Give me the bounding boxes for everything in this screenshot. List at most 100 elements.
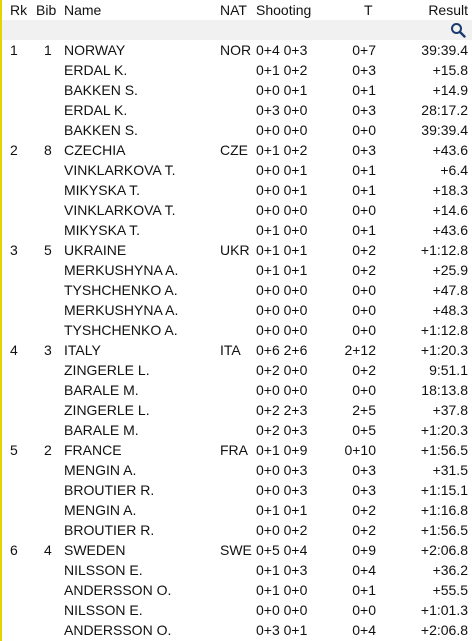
header-rank[interactable]: Rk [10,2,28,18]
t-cell: 2+5 [352,402,376,418]
shooting-cell: 0+4 0+3 [256,42,308,58]
t-cell: 0+0 [352,602,376,618]
result-cell: +1:20.3 [420,342,468,358]
athlete-row[interactable]: BARALE M. 0+2 0+3 0+5 +1:20.3 [2,420,472,440]
name-cell: CZECHIA [64,142,126,158]
rank-cell: 5 [10,442,18,458]
shooting-cell: 0+0 0+3 [256,482,308,498]
bib-cell: 4 [44,542,52,558]
name-cell: NORWAY [64,42,126,58]
t-cell: 0+2 [352,262,376,278]
athlete-row[interactable]: TYSHCHENKO A. 0+0 0+0 0+0 +47.8 [2,280,472,300]
athlete-row[interactable]: BARALE M. 0+0 0+0 0+0 18:13.8 [2,380,472,400]
t-cell: 0+0 [352,322,376,338]
name-cell: MIKYSKA T. [64,222,140,238]
shooting-cell: 0+2 0+0 [256,362,308,378]
athlete-row[interactable]: MIKYSKA T. 0+1 0+0 0+1 +43.6 [2,220,472,240]
t-cell: 0+4 [352,562,376,578]
name-cell: UKRAINE [64,242,127,258]
t-cell: 0+0 [352,382,376,398]
athlete-row[interactable]: VINKLARKOVA T. 0+0 0+1 0+1 +6.4 [2,160,472,180]
name-cell: ERDAL K. [64,102,128,118]
result-cell: +36.2 [432,562,468,578]
athlete-row[interactable]: NILSSON E. 0+0 0+0 0+0 +1:01.3 [2,600,472,620]
header-result[interactable]: Result [428,2,468,18]
header-name[interactable]: Name [64,2,102,18]
name-cell: MENGIN A. [64,502,137,518]
search-bar[interactable] [2,20,472,40]
name-cell: NILSSON E. [64,562,143,578]
t-cell: 0+0 [352,282,376,298]
search-icon[interactable] [450,22,466,38]
athlete-row[interactable]: ZINGERLE L. 0+2 2+3 2+5 +37.8 [2,400,472,420]
t-cell: 0+1 [352,182,376,198]
name-cell: MERKUSHYNA A. [64,302,179,318]
shooting-cell: 0+3 0+1 [256,622,308,638]
athlete-row[interactable]: VINKLARKOVA T. 0+0 0+0 0+0 +14.6 [2,200,472,220]
shooting-cell: 0+1 0+0 [256,222,308,238]
result-cell: +15.8 [432,62,468,78]
result-cell: +1:01.3 [420,602,468,618]
name-cell: ANDERSSON O. [64,622,172,638]
shooting-cell: 0+1 0+1 [256,242,308,258]
athlete-row[interactable]: BAKKEN S. 0+0 0+0 0+0 39:39.4 [2,120,472,140]
athlete-row[interactable]: ERDAL K. 0+3 0+0 0+3 28:17.2 [2,100,472,120]
team-row[interactable]: 6 4 SWEDEN SWE 0+5 0+4 0+9 +2:06.8 [2,540,472,560]
t-cell: 0+1 [352,82,376,98]
athlete-row[interactable]: MIKYSKA T. 0+0 0+1 0+1 +18.3 [2,180,472,200]
team-row[interactable]: 2 8 CZECHIA CZE 0+1 0+2 0+3 +43.6 [2,140,472,160]
athlete-row[interactable]: MENGIN A. 0+1 0+1 0+2 +1:16.8 [2,500,472,520]
header-shooting[interactable]: Shooting [256,2,312,18]
athlete-row[interactable]: NILSSON E. 0+1 0+3 0+4 +36.2 [2,560,472,580]
header-nat[interactable]: NAT [220,2,247,18]
shooting-cell: 0+6 2+6 [256,342,308,358]
shooting-cell: 0+2 2+3 [256,402,308,418]
bib-cell: 8 [44,142,52,158]
athlete-row[interactable]: ANDERSSON O. 0+1 0+0 0+1 +55.5 [2,580,472,600]
shooting-cell: 0+0 0+0 [256,382,308,398]
header-bib[interactable]: Bib [36,2,57,18]
team-row[interactable]: 4 3 ITALY ITA 0+6 2+6 2+12 +1:20.3 [2,340,472,360]
nat-cell: NOR [220,42,252,58]
t-cell: 0+10 [344,442,376,458]
team-row[interactable]: 5 2 FRANCE FRA 0+1 0+9 0+10 +1:56.5 [2,440,472,460]
nat-cell: UKR [220,242,250,258]
athlete-row[interactable]: MERKUSHYNA A. 0+0 0+0 0+0 +48.3 [2,300,472,320]
name-cell: ITALY [64,342,101,358]
athlete-row[interactable]: BROUTIER R. 0+0 0+3 0+3 +1:15.1 [2,480,472,500]
name-cell: MIKYSKA T. [64,182,140,198]
athlete-row[interactable]: TYSHCHENKO A. 0+0 0+0 0+0 +1:12.8 [2,320,472,340]
result-cell: 18:13.8 [421,382,468,398]
shooting-cell: 0+1 0+2 [256,142,308,158]
t-cell: 0+2 [352,362,376,378]
athlete-row[interactable]: MENGIN A. 0+0 0+3 0+3 +31.5 [2,460,472,480]
athlete-row[interactable]: MERKUSHYNA A. 0+1 0+1 0+2 +25.9 [2,260,472,280]
name-cell: ANDERSSON O. [64,582,172,598]
result-cell: +14.9 [432,82,468,98]
team-row[interactable]: 3 5 UKRAINE UKR 0+1 0+1 0+2 +1:12.8 [2,240,472,260]
shooting-cell: 0+5 0+4 [256,542,308,558]
shooting-cell: 0+0 0+0 [256,302,308,318]
t-cell: 0+7 [352,42,376,58]
result-cell: +1:12.8 [420,322,468,338]
accent-stripe [0,0,2,641]
name-cell: MERKUSHYNA A. [64,262,179,278]
athlete-row[interactable]: ANDERSSON O. 0+3 0+1 0+4 +2:06.8 [2,620,472,640]
t-cell: 0+0 [352,122,376,138]
name-cell: TYSHCHENKO A. [64,282,178,298]
name-cell: FRANCE [64,442,122,458]
header-t[interactable]: T [364,2,373,18]
name-cell: ERDAL K. [64,62,128,78]
shooting-cell: 0+0 0+3 [256,462,308,478]
t-cell: 0+3 [352,102,376,118]
result-cell: +25.9 [432,262,468,278]
t-cell: 0+3 [352,62,376,78]
team-row[interactable]: 1 1 NORWAY NOR 0+4 0+3 0+7 39:39.4 [2,40,472,60]
name-cell: VINKLARKOVA T. [64,162,176,178]
rank-cell: 4 [10,342,18,358]
athlete-row[interactable]: BROUTIER R. 0+0 0+2 0+2 +1:56.5 [2,520,472,540]
athlete-row[interactable]: BAKKEN S. 0+0 0+1 0+1 +14.9 [2,80,472,100]
shooting-cell: 0+1 0+2 [256,62,308,78]
athlete-row[interactable]: ERDAL K. 0+1 0+2 0+3 +15.8 [2,60,472,80]
athlete-row[interactable]: ZINGERLE L. 0+2 0+0 0+2 9:51.1 [2,360,472,380]
